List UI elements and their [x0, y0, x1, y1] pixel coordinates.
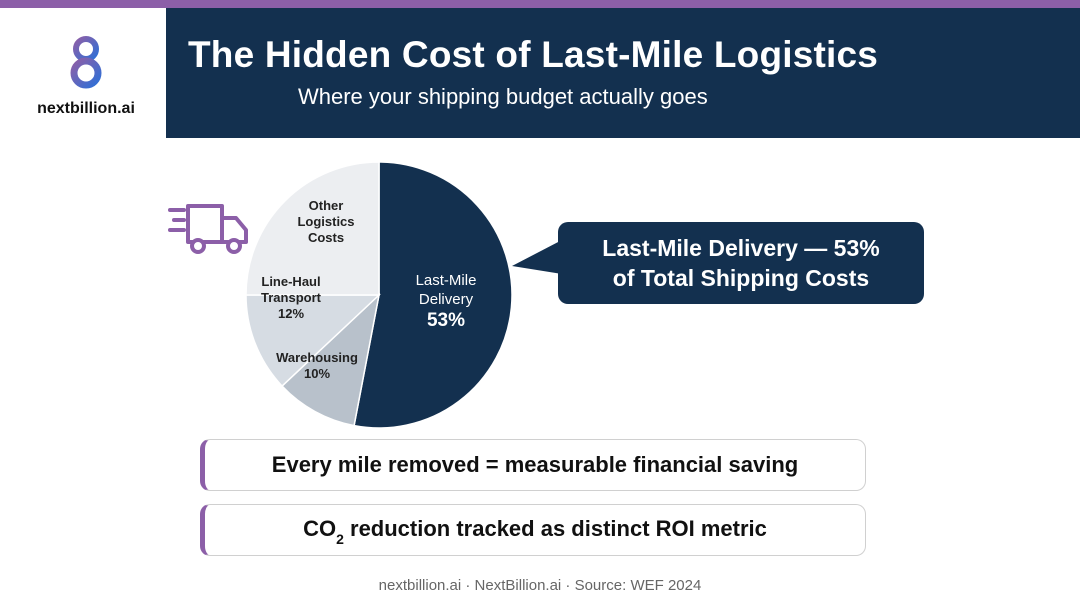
slice-label-last-mile-1: Last-Mile [416, 272, 477, 289]
slice-label-other-2: Logistics [297, 214, 354, 229]
slice-label-line-haul-1: Line-Haul [261, 274, 320, 289]
key-point-1: Every mile removed = measurable financia… [200, 439, 866, 491]
co2-prefix: CO [303, 515, 337, 541]
callout-line-2: of Total Shipping Costs [612, 265, 870, 291]
truck-icon [168, 204, 248, 254]
slice-label-line-haul-2: Transport [261, 290, 322, 305]
callout-pointer [512, 240, 562, 274]
pie-slice-last-mile-delivery [353, 161, 513, 429]
slice-value-warehousing: 10% [304, 366, 330, 381]
page-title: The Hidden Cost of Last-Mile Logistics [188, 34, 879, 75]
callout-line-1: Last-Mile Delivery — 53% [602, 235, 880, 261]
header-band [166, 8, 1080, 138]
logo-area: nextbillion.ai [0, 8, 166, 138]
co2-subscript: 2 [336, 531, 344, 548]
pie-slice-warehousing [280, 292, 381, 427]
pie-slices [245, 161, 513, 429]
top-accent-strip [0, 0, 1080, 8]
brand-name: nextbillion.ai [37, 100, 135, 117]
slice-label-warehousing: Warehousing [276, 350, 358, 365]
pie-slice-line-haul-transport [245, 294, 381, 388]
key-point-2: CO2 reduction tracked as distinct ROI me… [200, 504, 866, 556]
slice-value-line-haul: 12% [278, 306, 304, 321]
key-point-2-text: CO2 reduction tracked as distinct ROI me… [303, 515, 767, 548]
slice-label-other-1: Other [309, 198, 344, 213]
key-point-2-suffix: reduction tracked as distinct ROI metric [343, 515, 767, 541]
callout-box: Last-Mile Delivery — 53% of Total Shippi… [558, 222, 924, 304]
page-subtitle: Where your shipping budget actually goes [298, 84, 708, 109]
slice-label-last-mile-2: Delivery [419, 291, 474, 308]
slice-value-last-mile: 53% [427, 310, 465, 331]
slice-label-other-3: Costs [308, 230, 344, 245]
key-point-1-text: Every mile removed = measurable financia… [271, 452, 799, 477]
logo-icon [70, 36, 102, 89]
pie-slice-other-logistics-costs [245, 161, 380, 296]
footer-source: nextbillion.ai · NextBillion.ai · Source… [378, 577, 702, 594]
